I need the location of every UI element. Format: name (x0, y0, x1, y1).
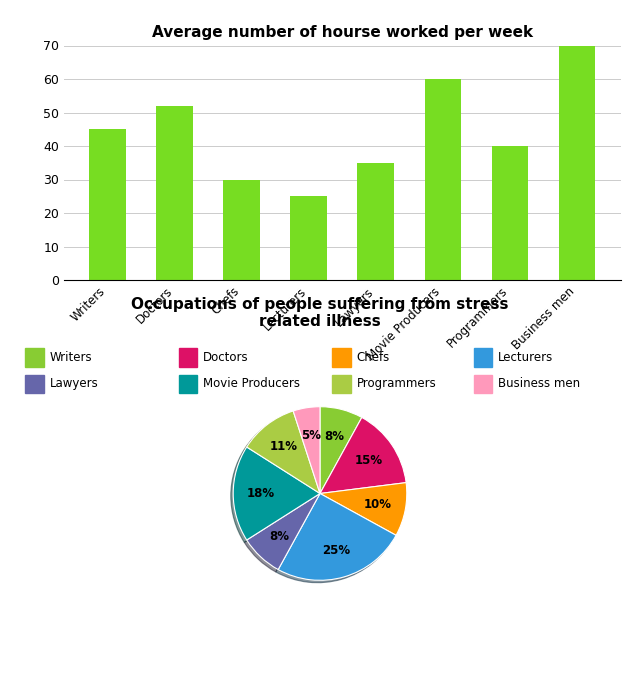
Text: 15%: 15% (355, 454, 383, 467)
Wedge shape (246, 411, 320, 494)
Wedge shape (320, 417, 406, 494)
Text: 8%: 8% (269, 530, 289, 543)
Text: 25%: 25% (323, 544, 351, 556)
Bar (332, 349, 351, 367)
Bar (332, 374, 351, 393)
Text: 5%: 5% (301, 428, 321, 442)
Text: Lawyers: Lawyers (50, 377, 99, 391)
Text: Doctors: Doctors (204, 351, 249, 364)
Wedge shape (293, 407, 320, 494)
Wedge shape (233, 447, 320, 540)
Text: Occupations of people suffering from stress
related illness: Occupations of people suffering from str… (131, 297, 509, 330)
Bar (223, 179, 260, 280)
Text: Chefs: Chefs (357, 351, 390, 364)
Title: Average number of hourse worked per week: Average number of hourse worked per week (152, 25, 533, 40)
Wedge shape (278, 494, 396, 580)
Bar (25, 349, 44, 367)
Text: 11%: 11% (270, 440, 298, 454)
Text: 10%: 10% (364, 498, 392, 511)
Bar (358, 163, 394, 280)
Text: 8%: 8% (324, 430, 345, 443)
Bar (474, 374, 492, 393)
Bar (179, 374, 197, 393)
Bar (90, 130, 126, 280)
Text: Hours worked and stress levels amongst professionals in eight groups: Hours worked and stress levels amongst p… (56, 659, 584, 671)
Text: Lecturers: Lecturers (498, 351, 554, 364)
Text: Writers: Writers (50, 351, 92, 364)
Wedge shape (246, 494, 320, 570)
Text: Programmers: Programmers (357, 377, 436, 391)
Bar (474, 349, 492, 367)
Wedge shape (320, 407, 362, 494)
Text: Movie Producers: Movie Producers (204, 377, 300, 391)
Bar (424, 79, 461, 280)
Text: Business men: Business men (498, 377, 580, 391)
Bar (179, 349, 197, 367)
Text: 18%: 18% (247, 487, 275, 500)
Bar (25, 374, 44, 393)
Bar (492, 146, 529, 280)
Bar (156, 106, 193, 280)
Wedge shape (320, 482, 407, 536)
Bar (559, 46, 595, 280)
Bar (291, 196, 327, 280)
